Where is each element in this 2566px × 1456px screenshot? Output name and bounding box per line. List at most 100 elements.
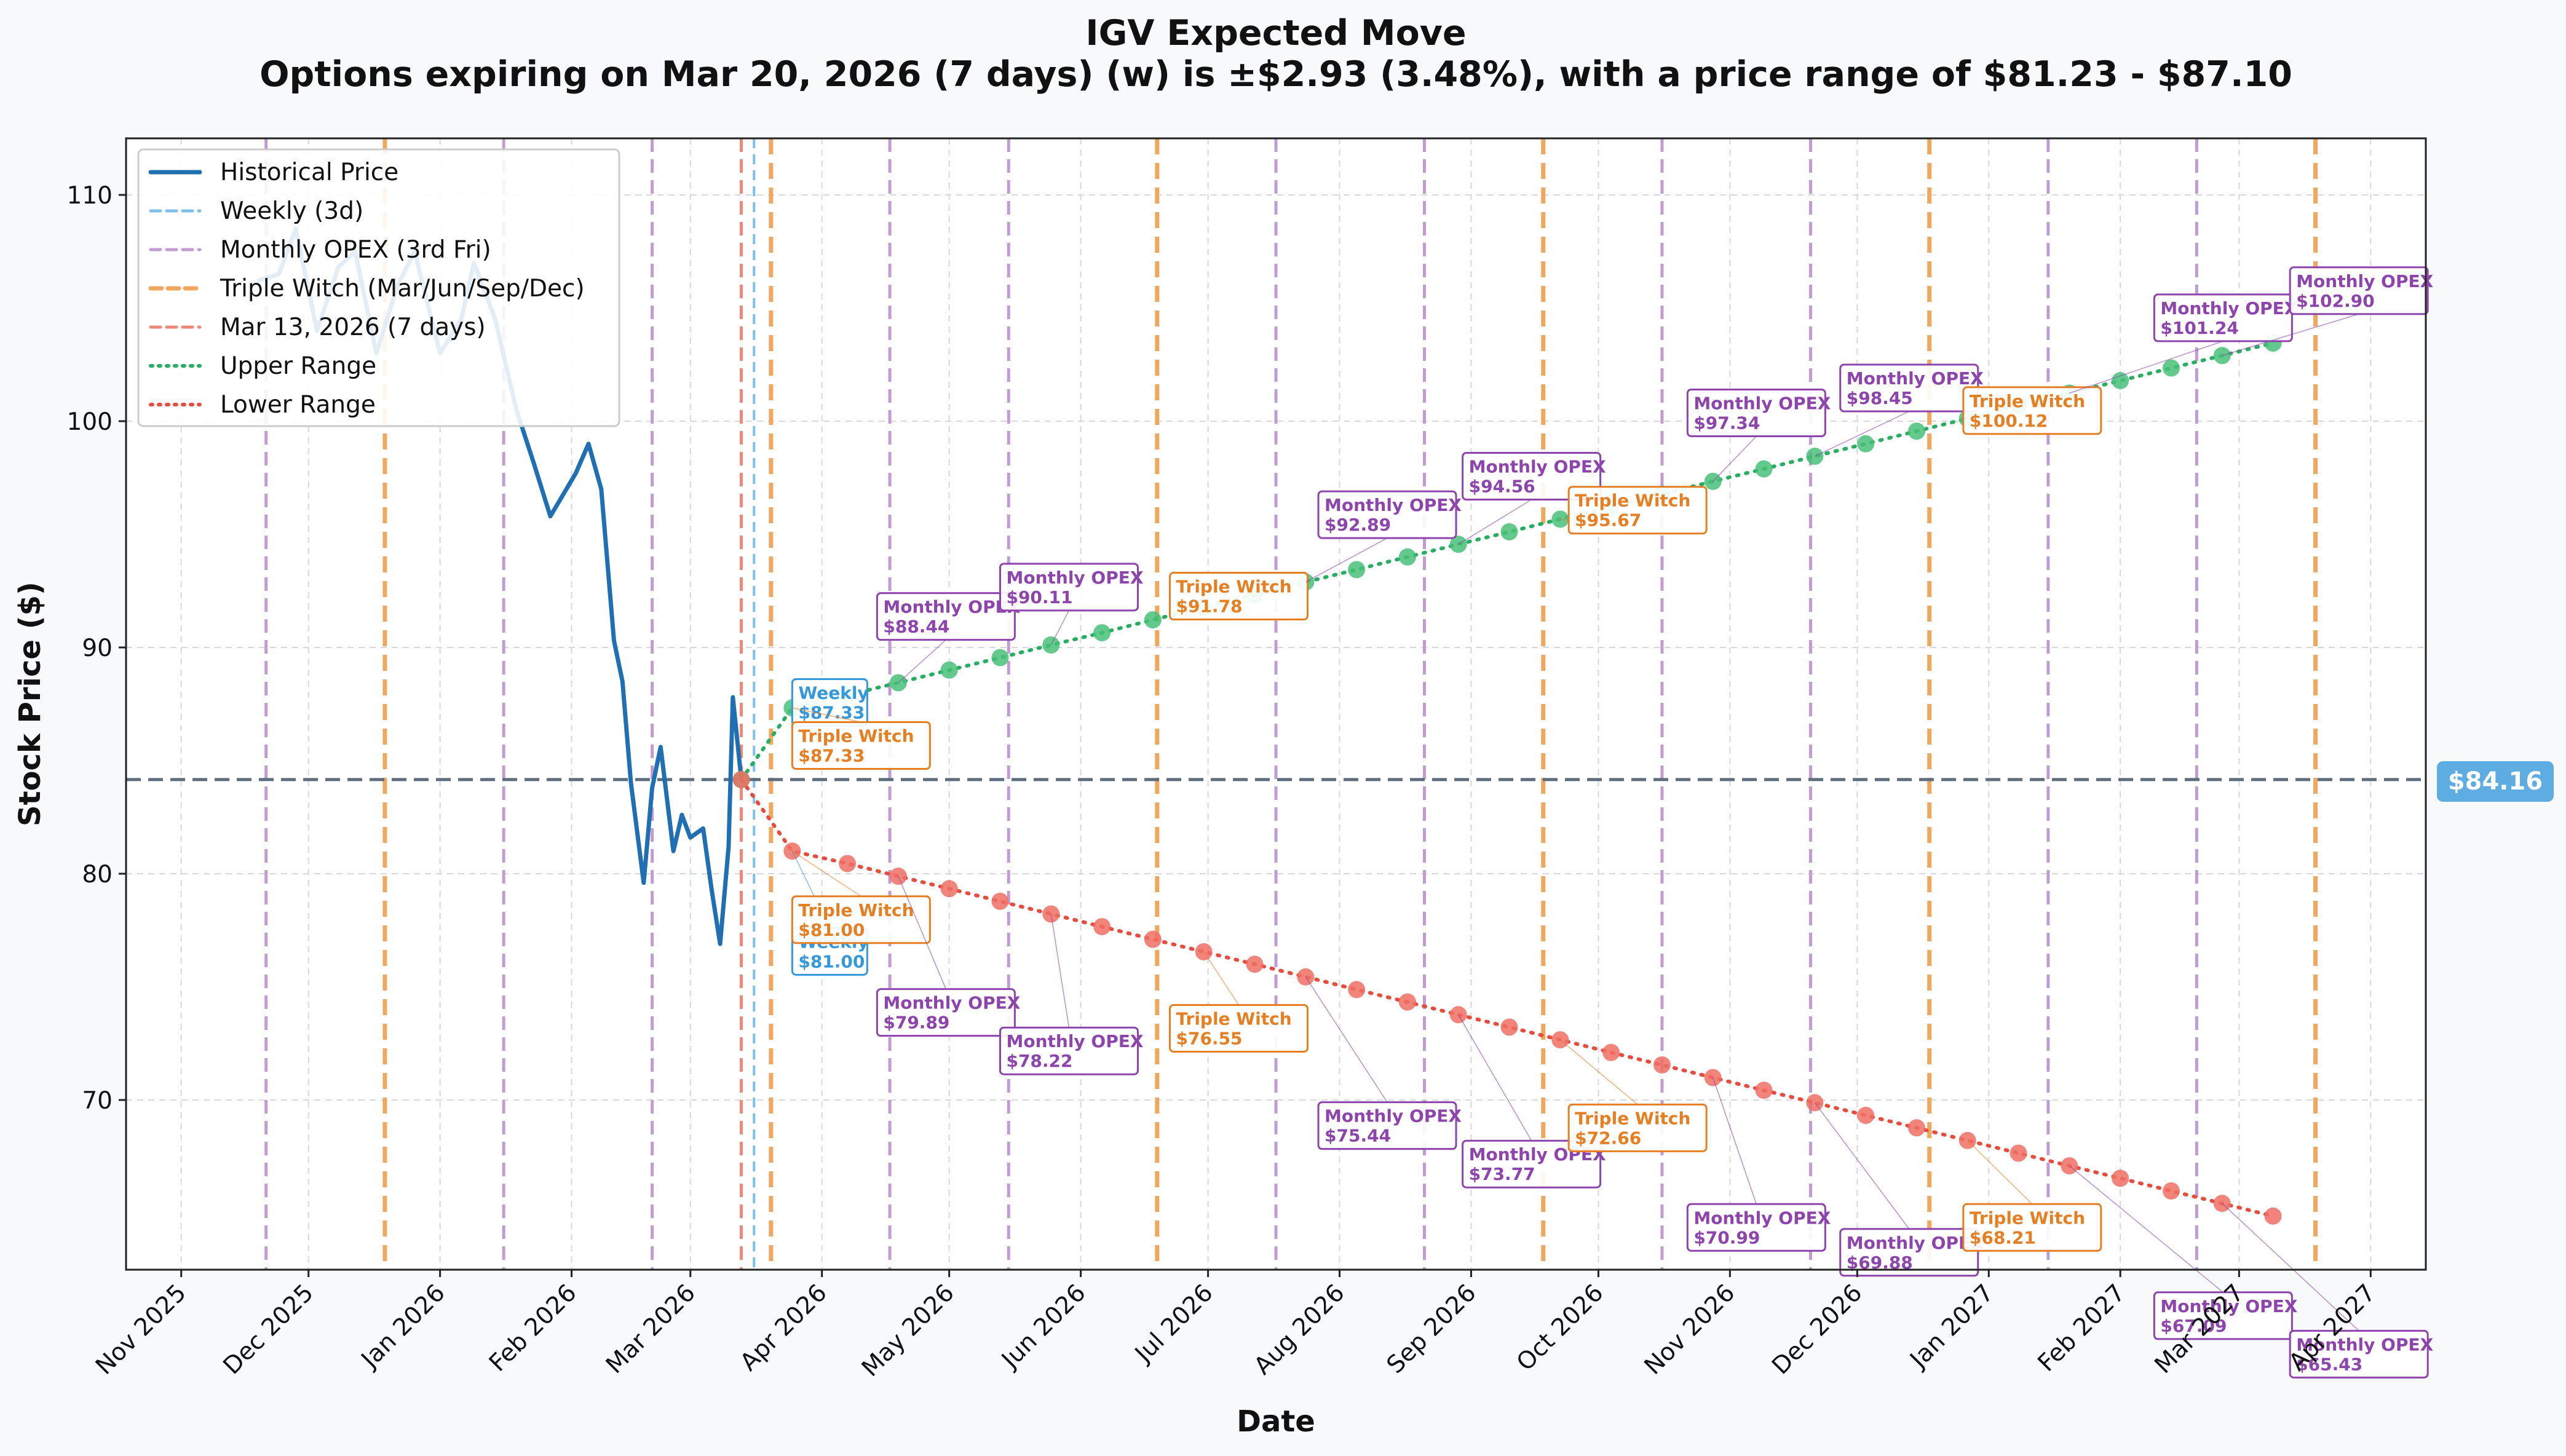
lower-range-point (2264, 1207, 2282, 1225)
lower-range-point (1857, 1107, 1875, 1125)
legend-entry-label: Triple Witch (Mar/Jun/Sep/Dec) (220, 275, 585, 303)
upper-range-point (991, 649, 1009, 667)
annotation-value: $75.44 (1325, 1126, 1391, 1146)
lower-range-point (1398, 993, 1416, 1011)
monthly-annotation: Monthly OPEX$102.90 (2289, 266, 2434, 315)
annotation-box (2153, 293, 2293, 342)
triple-annotation: Triple Witch$91.78 (1168, 572, 1309, 621)
x-axis-label: Date (1237, 1404, 1315, 1439)
annotation-value: $94.56 (1469, 477, 1535, 497)
monthly-annotation: Monthly OPEX$78.22 (999, 1026, 1144, 1075)
annotation-value: $87.33 (798, 703, 865, 723)
annotation-box (999, 563, 1139, 612)
annotation-title: Triple Witch (1176, 1008, 1291, 1029)
annotation-title: Monthly OPEX (1847, 1233, 1984, 1253)
annotation-box (1686, 388, 1826, 437)
lower-range-point (2112, 1169, 2129, 1187)
annotation-title: Triple Witch (1176, 577, 1291, 597)
lower-range-point (940, 880, 958, 898)
annotation-title: Monthly OPEX (2160, 1296, 2297, 1316)
lower-range-point (1907, 1119, 1925, 1137)
y-tick-label: 90 (82, 635, 113, 662)
monthly-annotation: Monthly OPEX$67.09 (2153, 1291, 2298, 1340)
annotation-box (1962, 1203, 2102, 1252)
annotation-value: $92.89 (1325, 515, 1391, 535)
monthly-annotation: Monthly OPEX$79.89 (876, 988, 1021, 1037)
annotation-title: Monthly OPEX (1325, 1106, 1462, 1126)
legend-entry-label: Mar 13, 2026 (7 days) (220, 314, 486, 341)
annotation-value: $72.66 (1575, 1128, 1641, 1148)
annotation-box (1839, 1228, 1979, 1277)
legend-entry-label: Monthly OPEX (3rd Fri) (220, 236, 491, 264)
annotation-box (1168, 572, 1309, 621)
annotation-box (1317, 490, 1457, 539)
annotation-leader (2069, 341, 2223, 394)
legend-entry-label: Lower Range (220, 391, 376, 419)
annotation-leader (898, 876, 947, 989)
current-price-badge: $84.16 (2437, 761, 2554, 802)
triple-annotation: Triple Witch$87.33 (791, 721, 931, 770)
annotation-box (1567, 1103, 1708, 1152)
annotation-box (1168, 1003, 1309, 1053)
annotation-title: Monthly OPEX (883, 993, 1020, 1013)
annotation-value: $67.09 (2160, 1316, 2227, 1336)
annotation-leader (791, 850, 861, 897)
upper-range-point (940, 661, 958, 679)
annotation-value: $73.77 (1469, 1164, 1535, 1184)
annotation-leader (1815, 411, 1910, 457)
annotation-box (1462, 1139, 1602, 1189)
annotation-value: $81.00 (798, 951, 865, 971)
annotation-title: Monthly OPEX (2160, 298, 2297, 318)
annotation-box (791, 721, 931, 770)
annotation-value: $68.21 (1970, 1227, 2036, 1248)
annotation-leader (898, 639, 946, 683)
annotation-value: $81.00 (798, 920, 865, 940)
triple-annotation: Triple Witch$76.55 (1168, 1003, 1309, 1053)
annotation-box (876, 988, 1016, 1037)
annotation-title: Triple Witch (1970, 1208, 2085, 1228)
annotation-title: Triple Witch (798, 900, 914, 920)
monthly-annotation: Monthly OPEX$75.44 (1317, 1101, 1462, 1150)
upper-range-point (1500, 523, 1518, 540)
upper-range-point (1144, 611, 1162, 629)
legend-entry-label: Weekly (3d) (220, 197, 363, 225)
triple-annotation: Triple Witch$68.21 (1962, 1203, 2102, 1252)
lower-range-point (1348, 981, 1366, 999)
annotation-leader (1203, 951, 1240, 1005)
annotation-box (1462, 452, 1602, 501)
upper-range-point (1907, 422, 1925, 440)
annotation-box (999, 1026, 1139, 1075)
monthly-annotation: Monthly OPEX$65.43 (2289, 1329, 2434, 1379)
lower-range-point (1602, 1043, 1620, 1061)
monthly-annotation: Monthly OPEX$94.56 (1462, 452, 1606, 501)
lower-range-point (1500, 1018, 1518, 1036)
annotation-title: Weekly (798, 683, 868, 703)
annotation-title: Monthly OPEX (1693, 393, 1831, 413)
lower-range-point (839, 855, 857, 872)
legend-entry-label: Historical Price (220, 159, 398, 186)
annotation-leader (1050, 914, 1070, 1028)
annotation-title: Triple Witch (798, 726, 914, 746)
annotation-box (791, 895, 931, 944)
monthly-annotation: Monthly OPEX$70.99 (1686, 1203, 1831, 1252)
annotation-value: $97.34 (1693, 413, 1760, 433)
annotation-title: Monthly OPEX (1006, 568, 1143, 588)
lower-range-point (2162, 1182, 2180, 1200)
current-price-badge-bg (2437, 761, 2554, 802)
upper-range-point (2112, 372, 2129, 390)
expiry-lines (126, 138, 2426, 1270)
monthly-annotation: Monthly OPEX$101.24 (2153, 293, 2298, 342)
annotation-leader (792, 707, 861, 723)
annotation-title: Triple Witch (1575, 1108, 1690, 1128)
annotation-title: Monthly OPEX (1469, 457, 1606, 477)
lower-range-point (991, 892, 1009, 910)
upper-range-point (1093, 624, 1111, 642)
annotation-title: Monthly OPEX (1325, 495, 1462, 515)
monthly-annotation: Monthly OPEX$90.11 (999, 563, 1144, 612)
monthly-annotation: Monthly OPEX$97.34 (1686, 388, 1831, 437)
annotation-value: $79.89 (883, 1013, 949, 1033)
annotation-box (876, 592, 1016, 641)
monthly-annotation: Monthly OPEX$88.44 (876, 592, 1021, 641)
upper-range-point (1857, 435, 1875, 453)
